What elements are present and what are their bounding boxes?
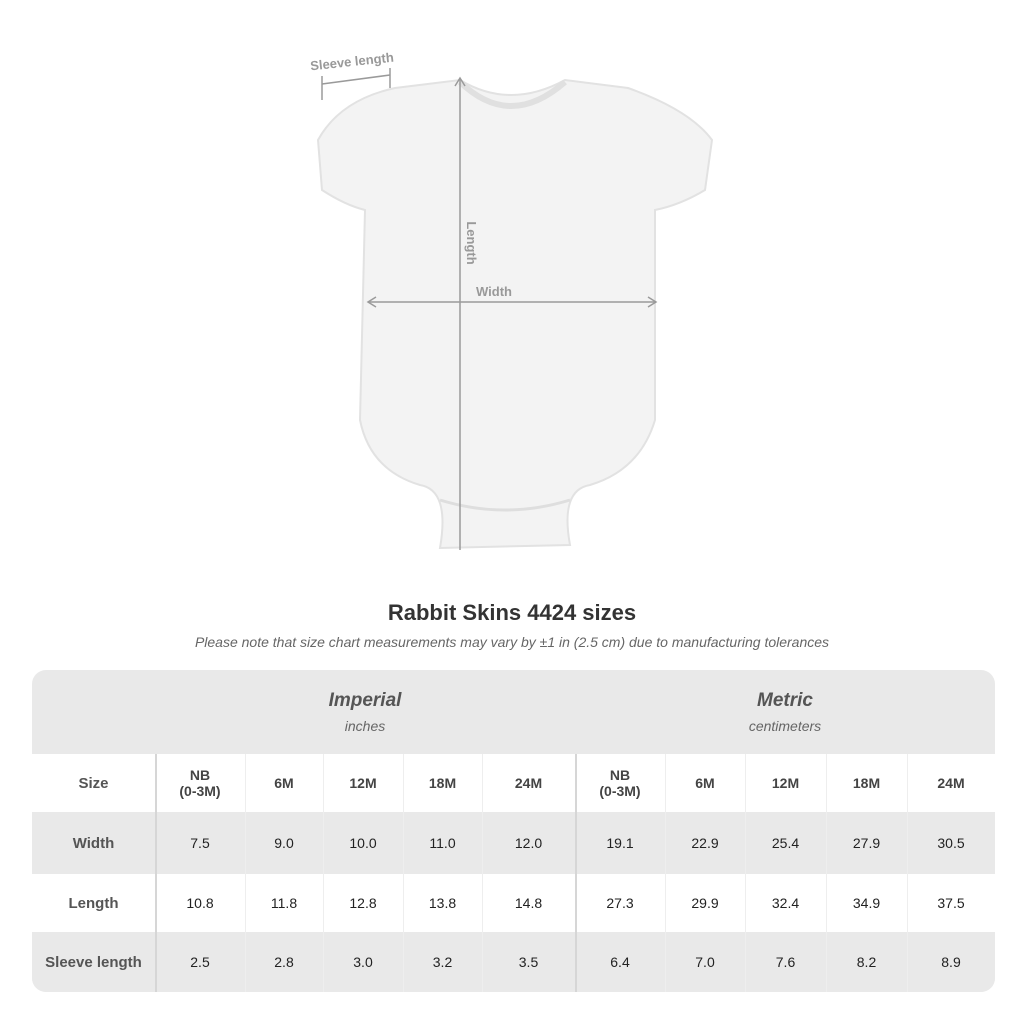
size-column-header: 6M	[274, 775, 294, 791]
size-column-header: 6M	[695, 775, 715, 791]
snap-flap	[439, 498, 571, 512]
column-divider	[155, 754, 157, 992]
size-column-header: 12M	[349, 775, 377, 791]
neckline	[457, 79, 567, 109]
group-title: Imperial	[328, 690, 402, 711]
table-cell: 2.8	[274, 954, 294, 970]
table-row	[32, 812, 995, 874]
size-header: Size	[78, 774, 109, 792]
column-divider	[403, 754, 404, 992]
table-cell: 12.8	[349, 895, 377, 911]
group-imperial: Imperial inches	[155, 670, 575, 754]
column-divider	[907, 754, 908, 992]
size-column-header: 18M	[428, 775, 457, 791]
column-divider	[323, 754, 324, 992]
size-column-header: 24M	[514, 775, 543, 791]
column-divider	[575, 754, 577, 992]
table-cell: 10.0	[349, 835, 377, 851]
table-cell: 2.5	[190, 954, 210, 970]
table-cell: 8.9	[941, 954, 961, 970]
group-metric: Metric centimeters	[575, 670, 995, 754]
row-label: Sleeve length	[45, 953, 142, 971]
table-cell: 3.0	[353, 954, 373, 970]
table-row	[32, 754, 995, 812]
column-divider	[665, 754, 666, 992]
table-cell: 27.3	[606, 895, 634, 911]
size-column-header: 12M	[771, 775, 800, 791]
width-label: Width	[476, 284, 512, 299]
column-divider	[245, 754, 246, 992]
table-cell: 8.2	[856, 954, 877, 970]
table-cell: 7.0	[695, 954, 715, 970]
column-divider	[482, 754, 483, 992]
sleeve-length-label: Sleeve length	[309, 50, 394, 74]
table-cell: 7.5	[190, 835, 210, 851]
column-divider	[826, 754, 827, 992]
group-unit: centimeters	[748, 718, 822, 734]
table-cell: 30.5	[937, 835, 965, 851]
table-row	[32, 874, 995, 932]
table-cell: 9.0	[274, 835, 294, 851]
table-cell: 19.1	[606, 835, 634, 851]
table-cell: 3.5	[518, 954, 539, 970]
table-cell: 6.4	[610, 954, 630, 970]
table-cell: 10.8	[186, 895, 214, 911]
table-cell: 32.4	[771, 895, 800, 911]
column-divider	[745, 754, 746, 992]
table-cell: 11.8	[270, 895, 298, 911]
table-cell: 34.9	[852, 895, 881, 911]
length-label: Length	[464, 221, 479, 264]
size-table: Imperial inches Metric centimeters Size N…	[32, 670, 995, 992]
tolerance-note: Please note that size chart measurements…	[194, 634, 830, 650]
size-column-header: NB (0-3M)	[599, 767, 641, 799]
table-cell: 11.0	[429, 835, 456, 851]
size-column-header: 18M	[852, 775, 881, 791]
table-cell: 13.8	[428, 895, 457, 911]
measure-lines	[321, 68, 658, 550]
size-column-header: NB (0-3M)	[179, 767, 221, 799]
table-cell: 29.9	[691, 895, 719, 911]
table-cell: 27.9	[852, 835, 881, 851]
table-row	[32, 932, 995, 992]
row-label: Width	[72, 834, 115, 852]
onesie-diagram: Sleeve length Length Width	[309, 50, 714, 550]
table-cell: 25.4	[771, 835, 800, 851]
table-cell: 7.6	[775, 954, 796, 970]
table-cell: 14.8	[514, 895, 543, 911]
group-title: Metric	[757, 690, 813, 711]
table-cell: 12.0	[514, 835, 543, 851]
group-unit: inches	[344, 718, 386, 734]
row-label: Length	[68, 894, 119, 912]
table-cell: 22.9	[691, 835, 719, 851]
onesie-shape	[316, 78, 714, 550]
table-cell: 37.5	[937, 895, 965, 911]
size-column-header: 24M	[937, 775, 965, 791]
table-cell: 3.2	[432, 954, 453, 970]
page-title: Rabbit Skins 4424 sizes	[387, 600, 637, 625]
